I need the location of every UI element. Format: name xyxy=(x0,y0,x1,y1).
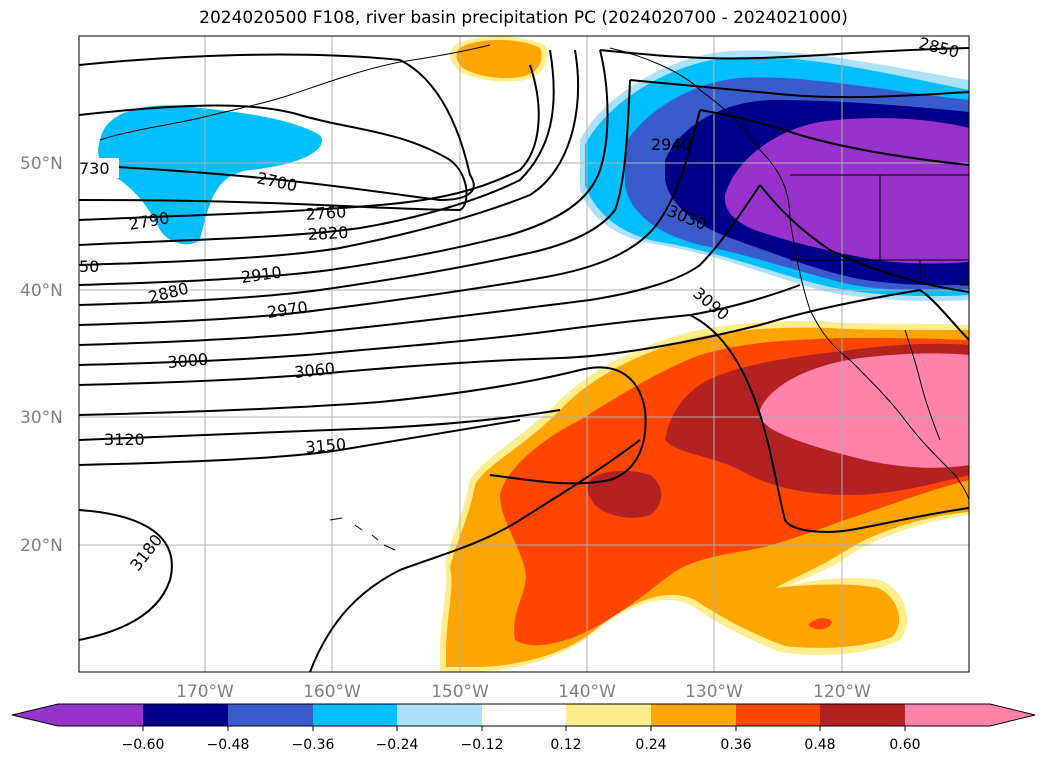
lat-label: 40°N xyxy=(20,281,63,301)
pos-anomaly-level-060 xyxy=(759,353,969,468)
neg-anomaly-level-060 xyxy=(724,118,969,264)
longitude-labels: 170°W 160°W 150°W 140°W 130°W 120°W xyxy=(176,682,871,702)
colorbar-tick-label: −0.12 xyxy=(461,737,504,753)
colorbar-swatch xyxy=(566,704,651,726)
contour-label: 2700 xyxy=(255,168,299,195)
height-contours xyxy=(79,47,969,672)
colorbar-tick-label: −0.60 xyxy=(122,737,165,753)
colorbar: −0.60 −0.48 −0.36 −0.24 −0.12 0.12 0.24 … xyxy=(11,703,1036,753)
lon-label: 130°W xyxy=(685,682,743,702)
lon-label: 150°W xyxy=(431,682,489,702)
colorbar-tick-label: 0.24 xyxy=(635,737,666,753)
contour-label: 730 xyxy=(79,159,110,178)
colorbar-swatch xyxy=(397,704,482,726)
neg-anomaly-northpacific xyxy=(98,105,322,245)
contour-label: 2940 xyxy=(651,135,692,154)
colorbar-tick-label: −0.24 xyxy=(376,737,419,753)
contour-label: 2910 xyxy=(240,262,283,286)
precipitation-field xyxy=(98,36,969,672)
colorbar-extend-max xyxy=(990,704,1035,726)
lon-label: 170°W xyxy=(176,682,234,702)
colorbar-tick-label: −0.48 xyxy=(207,737,250,753)
colorbar-tick-label: 0.12 xyxy=(550,737,581,753)
contour-label: 3120 xyxy=(104,430,145,449)
contour-label: 2820 xyxy=(307,223,349,244)
colorbar-extend-min xyxy=(12,704,58,726)
colorbar-tick-label: −0.36 xyxy=(292,737,335,753)
lon-label: 140°W xyxy=(558,682,616,702)
colorbar-swatch xyxy=(820,704,905,726)
contour-label: 2970 xyxy=(266,297,309,321)
lat-label: 50°N xyxy=(20,154,63,174)
colorbar-tick-label: 0.36 xyxy=(720,737,751,753)
contour-label: 2850 xyxy=(917,33,961,61)
colorbar-swatch xyxy=(736,704,820,726)
colorbar-swatch xyxy=(143,704,228,726)
contour-labels: 730 2700 2790 2760 2820 50 2910 2880 297… xyxy=(79,33,961,574)
contour-label: 2760 xyxy=(305,202,347,224)
lon-label: 160°W xyxy=(303,682,361,702)
contour-label: 3150 xyxy=(305,435,347,457)
coastlines xyxy=(99,44,969,551)
colorbar-swatch xyxy=(228,704,313,726)
colorbar-swatch xyxy=(482,704,566,726)
colorbar-swatch xyxy=(651,704,736,726)
colorbar-swatch xyxy=(905,704,990,726)
colorbar-tick-label: 0.60 xyxy=(889,737,920,753)
colorbar-swatch xyxy=(58,704,143,726)
contour-label: 3000 xyxy=(167,350,209,372)
lat-label: 20°N xyxy=(20,536,63,556)
lat-label: 30°N xyxy=(20,408,63,428)
latitude-labels: 50°N 40°N 30°N 20°N xyxy=(20,154,63,556)
map-frame xyxy=(78,35,970,673)
lon-label: 120°W xyxy=(813,682,871,702)
map-title: 2024020500 F108, river basin precipitati… xyxy=(199,8,848,28)
contour-label: 50 xyxy=(79,257,99,276)
colorbar-tick-label: 0.48 xyxy=(804,737,835,753)
contour-label-bg xyxy=(79,158,119,178)
colorbar-swatch xyxy=(313,704,397,726)
contour-label: 3060 xyxy=(293,359,335,382)
